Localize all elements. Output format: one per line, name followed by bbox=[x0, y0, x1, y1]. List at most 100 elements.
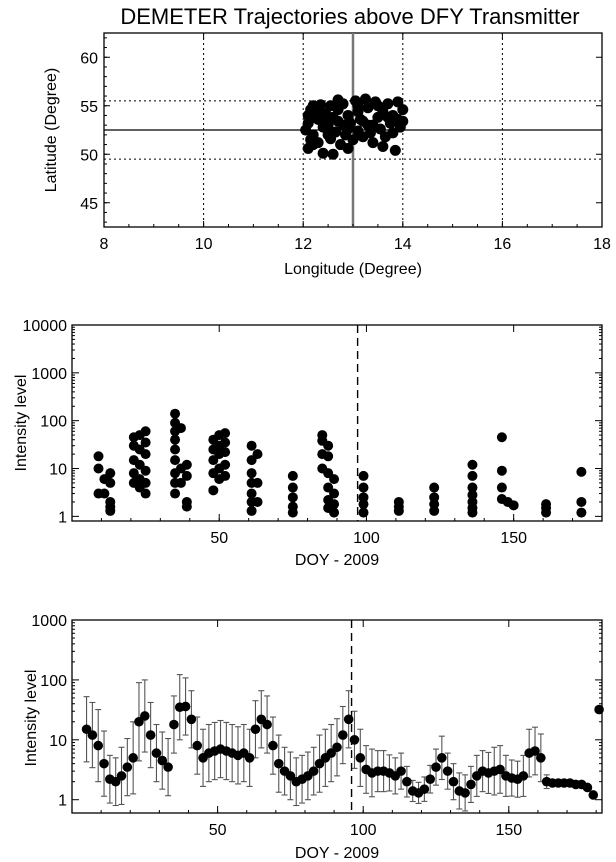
intensity-point bbox=[467, 507, 478, 518]
intensity-series-point bbox=[332, 742, 342, 753]
y-tick-label: 1000 bbox=[31, 613, 67, 630]
trajectory-point bbox=[352, 100, 364, 112]
trajectory-y-axis-label: Latitude (Degree) bbox=[43, 68, 60, 193]
intensity-point bbox=[140, 426, 151, 437]
intensity-series-point bbox=[268, 740, 278, 751]
y-tick-label: 1 bbox=[58, 793, 67, 810]
trajectory-point bbox=[342, 123, 354, 135]
intensity-series-point bbox=[186, 714, 197, 725]
intensity-point bbox=[252, 449, 263, 460]
x-tick-label: 150 bbox=[495, 822, 522, 839]
intensity-point bbox=[140, 477, 151, 488]
intensity-series-plot-frame bbox=[71, 619, 603, 814]
y-tick-label: 60 bbox=[80, 50, 98, 67]
trajectory-point bbox=[377, 140, 389, 152]
trajectory-point bbox=[322, 129, 334, 141]
intensity-point bbox=[170, 408, 181, 419]
x-tick-label: 100 bbox=[353, 530, 380, 547]
intensity-series-point bbox=[355, 753, 366, 763]
intensity-point bbox=[252, 496, 263, 507]
intensity-point bbox=[170, 434, 181, 445]
x-tick-label: 100 bbox=[350, 822, 377, 839]
trajectory-point bbox=[332, 94, 344, 106]
intensity-point bbox=[181, 501, 192, 512]
intensity-series-x-axis-label: DOY - 2009 bbox=[295, 845, 379, 862]
intensity-point bbox=[287, 492, 298, 503]
intensity-series-point bbox=[588, 790, 599, 800]
intensity-series-panel: 50 100 150 1 10 100 1000 DOY - 2009 Intensity … bbox=[23, 613, 604, 862]
trajectory-point bbox=[397, 115, 409, 127]
x-tick-label: 50 bbox=[210, 530, 228, 547]
intensity-point bbox=[496, 432, 507, 443]
intensity-point bbox=[467, 482, 478, 493]
intensity-series-point bbox=[192, 740, 203, 751]
intensity-point bbox=[287, 507, 298, 518]
y-tick-label: 100 bbox=[40, 414, 67, 431]
y-tick-label: 1 bbox=[58, 509, 67, 526]
intensity-point bbox=[208, 485, 219, 496]
intensity-series-point bbox=[87, 730, 98, 740]
intensity-point bbox=[329, 507, 340, 518]
trajectory-point bbox=[382, 111, 394, 123]
trajectory-point bbox=[362, 102, 374, 114]
intensity-series-point bbox=[466, 779, 476, 790]
intensity-series-point bbox=[110, 776, 121, 787]
intensity-point bbox=[323, 440, 334, 451]
intensity-series-point bbox=[460, 788, 470, 798]
intensity-series-point bbox=[594, 704, 604, 715]
intensity-point bbox=[508, 500, 519, 511]
intensity-series-point bbox=[396, 766, 406, 776]
x-tick-label: 8 bbox=[100, 236, 109, 253]
intensity-series-point bbox=[437, 753, 447, 763]
trajectory-panel: 8 10 12 14 16 18 45 50 55 60 Longitude (Degree) L… bbox=[43, 32, 611, 278]
intensity-series-point bbox=[431, 762, 441, 772]
intensity-series-point bbox=[99, 758, 109, 769]
intensity-series-point bbox=[326, 748, 336, 758]
intensity-point bbox=[220, 459, 231, 470]
intensity-point bbox=[393, 505, 404, 516]
intensity-point bbox=[467, 489, 478, 500]
intensity-series-point bbox=[402, 776, 412, 787]
intensity-point bbox=[140, 465, 151, 476]
intensity-point bbox=[576, 496, 587, 507]
x-tick-label: 18 bbox=[593, 236, 611, 253]
intensity-point bbox=[140, 449, 151, 460]
intensity-series-point bbox=[273, 758, 284, 769]
intensity-point bbox=[467, 459, 478, 470]
intensity-point bbox=[220, 437, 231, 448]
intensity-point bbox=[220, 470, 231, 481]
intensity-series-point bbox=[122, 762, 133, 772]
intensity-point bbox=[170, 444, 181, 455]
trajectory-point bbox=[372, 100, 384, 112]
x-tick-label: 12 bbox=[294, 236, 312, 253]
intensity-point bbox=[140, 437, 151, 448]
intensity-point bbox=[93, 451, 104, 462]
intensity-point bbox=[181, 459, 192, 470]
intensity-series-point bbox=[93, 740, 104, 751]
trajectory-point bbox=[389, 144, 401, 156]
intensity-point bbox=[93, 463, 104, 474]
intensity-point bbox=[576, 466, 587, 477]
intensity-series-point bbox=[145, 730, 156, 740]
x-tick-label: 50 bbox=[209, 822, 227, 839]
chart-title: DEMETER Trajectories above DFY Transmitt… bbox=[120, 4, 579, 29]
intensity-point bbox=[175, 423, 186, 434]
intensity-point bbox=[246, 488, 257, 499]
intensity-series-point bbox=[151, 748, 162, 758]
trajectory-x-axis-label: Longitude (Degree) bbox=[284, 261, 422, 278]
intensity-series-point bbox=[262, 719, 272, 730]
intensity-point bbox=[246, 468, 257, 479]
intensity-point bbox=[541, 507, 552, 518]
intensity-series-point bbox=[128, 753, 138, 763]
y-tick-label: 10 bbox=[49, 462, 67, 479]
intensity-scatter-y-axis-label: Intensity level bbox=[13, 375, 30, 472]
intensity-series-point bbox=[448, 776, 459, 787]
y-tick-label: 50 bbox=[80, 147, 98, 164]
y-tick-label: 10000 bbox=[23, 318, 68, 335]
trajectory-point bbox=[317, 147, 329, 159]
y-tick-label: 55 bbox=[80, 99, 98, 116]
x-tick-label: 14 bbox=[394, 236, 412, 253]
trajectory-point bbox=[359, 93, 371, 105]
intensity-series-point bbox=[442, 766, 453, 776]
intensity-series-point bbox=[419, 784, 430, 794]
